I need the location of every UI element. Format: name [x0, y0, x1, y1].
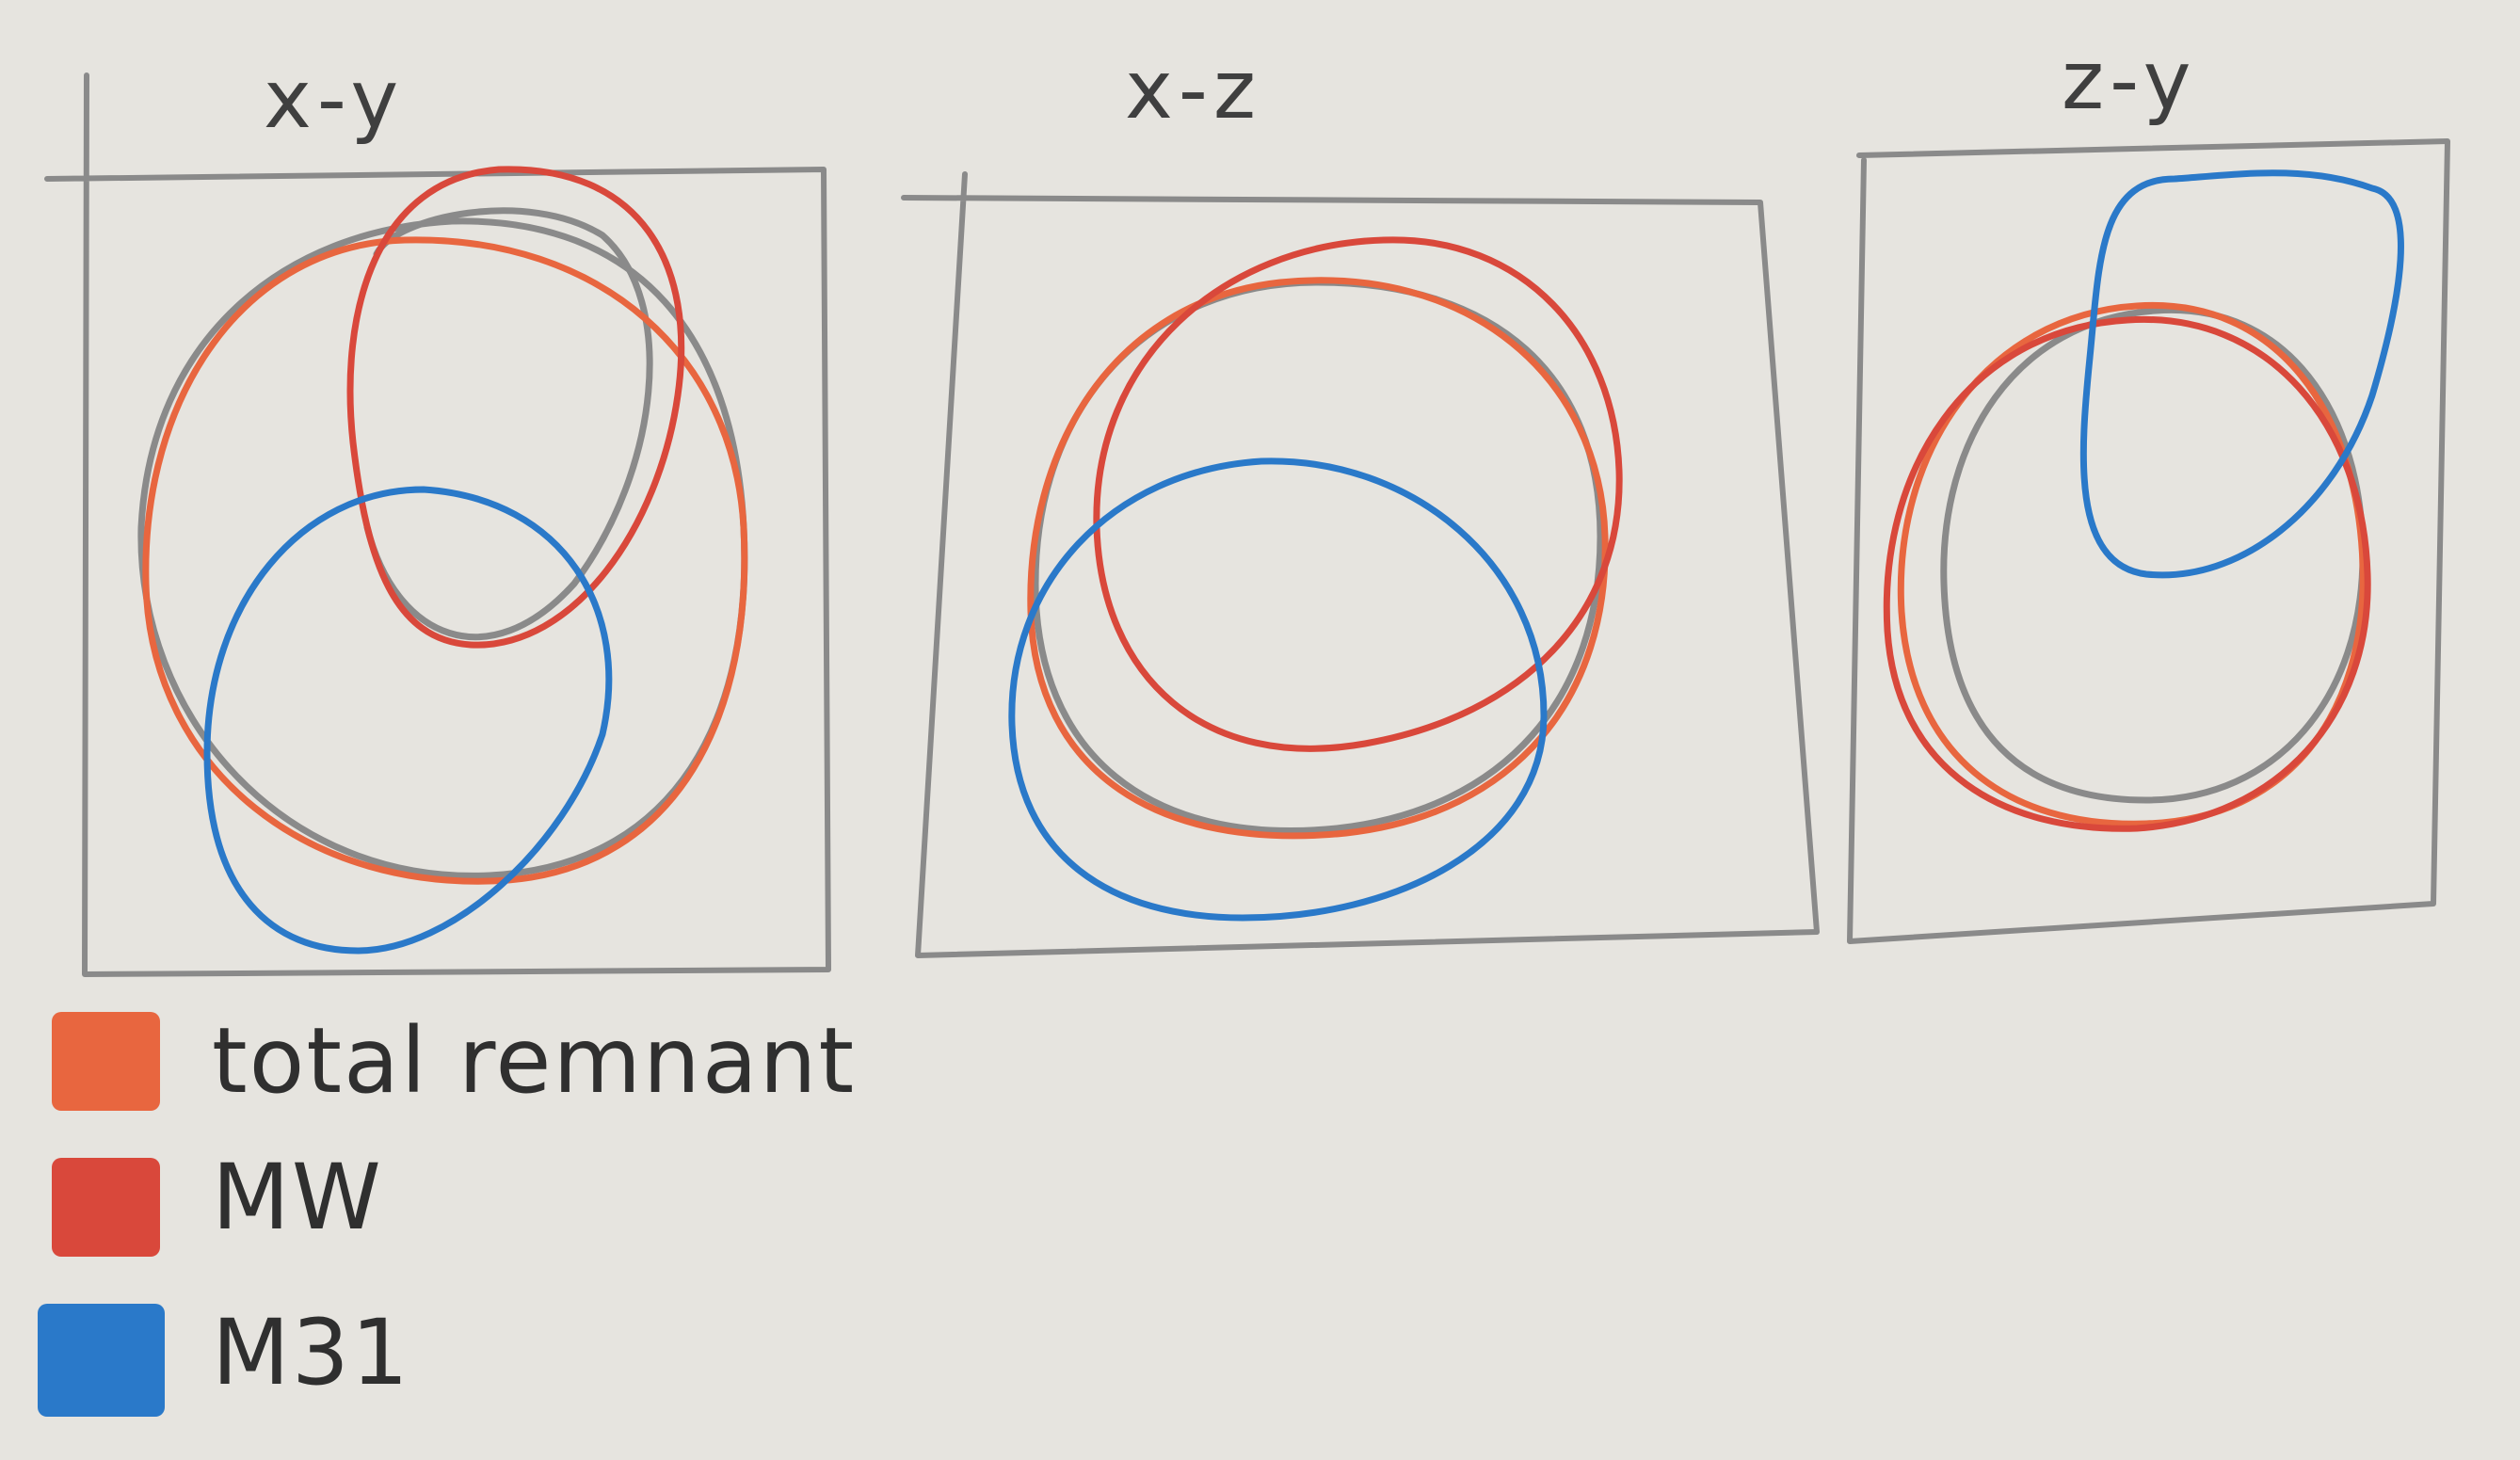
legend: total remnant MW M31 [38, 1008, 856, 1417]
loop-m31 [203, 486, 613, 955]
loop-mw [1093, 236, 1623, 752]
panel-xy [44, 72, 831, 977]
panel-title-zy: z-y [2062, 34, 2197, 128]
legend-item-mw: MW [52, 1145, 383, 1257]
legend-label: MW [212, 1145, 383, 1250]
loop-m31 [2079, 169, 2404, 579]
legend-item-total-remnant: total remnant [52, 1008, 856, 1114]
panel-frame [901, 171, 1820, 958]
legend-item-m31: M31 [38, 1300, 410, 1417]
loop-remnant [1897, 301, 2367, 827]
panel-frame [1847, 138, 2450, 944]
panel-xz [901, 171, 1820, 958]
legend-label: total remnant [212, 1008, 856, 1114]
legend-swatch-remnant [52, 1012, 160, 1111]
loop-pencil [363, 207, 653, 641]
loop-pencil [1940, 306, 2367, 804]
loop-m31 [1008, 457, 1548, 922]
panel-title-xy: x-y [264, 53, 404, 147]
panel-zy [1847, 138, 2450, 944]
loop-pencil [137, 217, 748, 879]
loop-mw [1883, 315, 2371, 832]
loop-remnant [1027, 277, 1609, 840]
legend-swatch-m31 [38, 1304, 165, 1417]
panel-title-xz: x-z [1125, 43, 1261, 137]
loop-mw [346, 166, 685, 649]
legend-swatch-mw [52, 1158, 160, 1257]
legend-label: M31 [212, 1300, 410, 1405]
